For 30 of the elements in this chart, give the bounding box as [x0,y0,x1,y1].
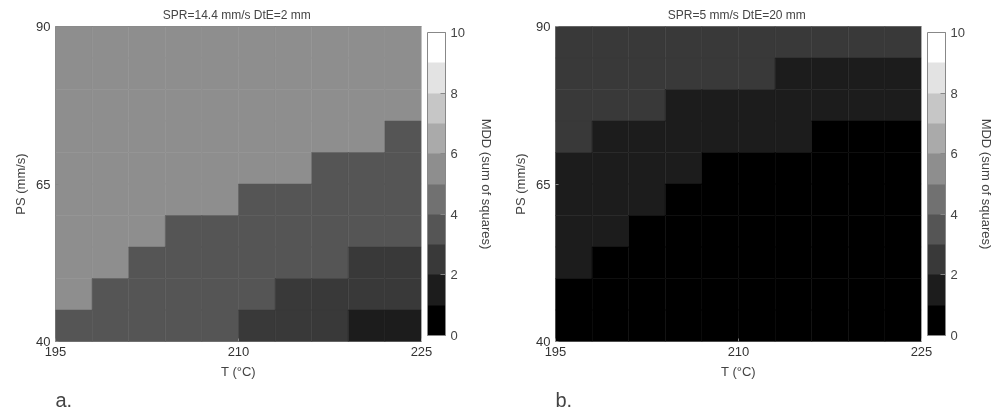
color-bar-label: 2 [450,267,458,283]
x-tick-label: 225 [410,343,433,359]
color-bar-label: 10 [950,25,965,40]
color-bar-title: MDD (sum of squares) [478,118,494,250]
x-tick-label: 210 [727,343,750,359]
color-bar-label: 2 [950,267,958,283]
color-bar-label: 4 [450,206,458,222]
y-axis-title: PS (mm/s) [513,153,529,215]
y-tick-label: 65 [536,176,551,192]
x-tick-label: 225 [910,343,933,359]
y-tick-label: 65 [36,176,51,192]
y-tick-label: 90 [36,19,51,34]
color-bar-label: 8 [950,85,958,101]
chart-title: SPR=14.4 mm/s DtE=2 mm [162,7,311,22]
y-tick-label: 90 [536,19,551,34]
color-bar-label: 10 [450,25,465,40]
color-bar-label: 8 [450,85,458,101]
x-axis-title: T (°C) [721,363,756,379]
color-bar-label: 0 [950,328,958,343]
color-bar-title: MDD (sum of squares) [978,118,994,250]
x-axis-title: T (°C) [221,363,256,379]
chart-title: SPR=5 mm/s DtE=20 mm [667,7,806,22]
color-bar-label: 6 [950,146,958,162]
y-axis-title: PS (mm/s) [13,153,29,215]
text: a. [55,388,73,411]
color-bar-label: 6 [450,146,458,162]
x-tick-label: 210 [227,343,250,359]
text: b. [555,388,573,411]
color-bar-label: 4 [950,206,958,222]
color-bar-label: 0 [450,328,458,343]
